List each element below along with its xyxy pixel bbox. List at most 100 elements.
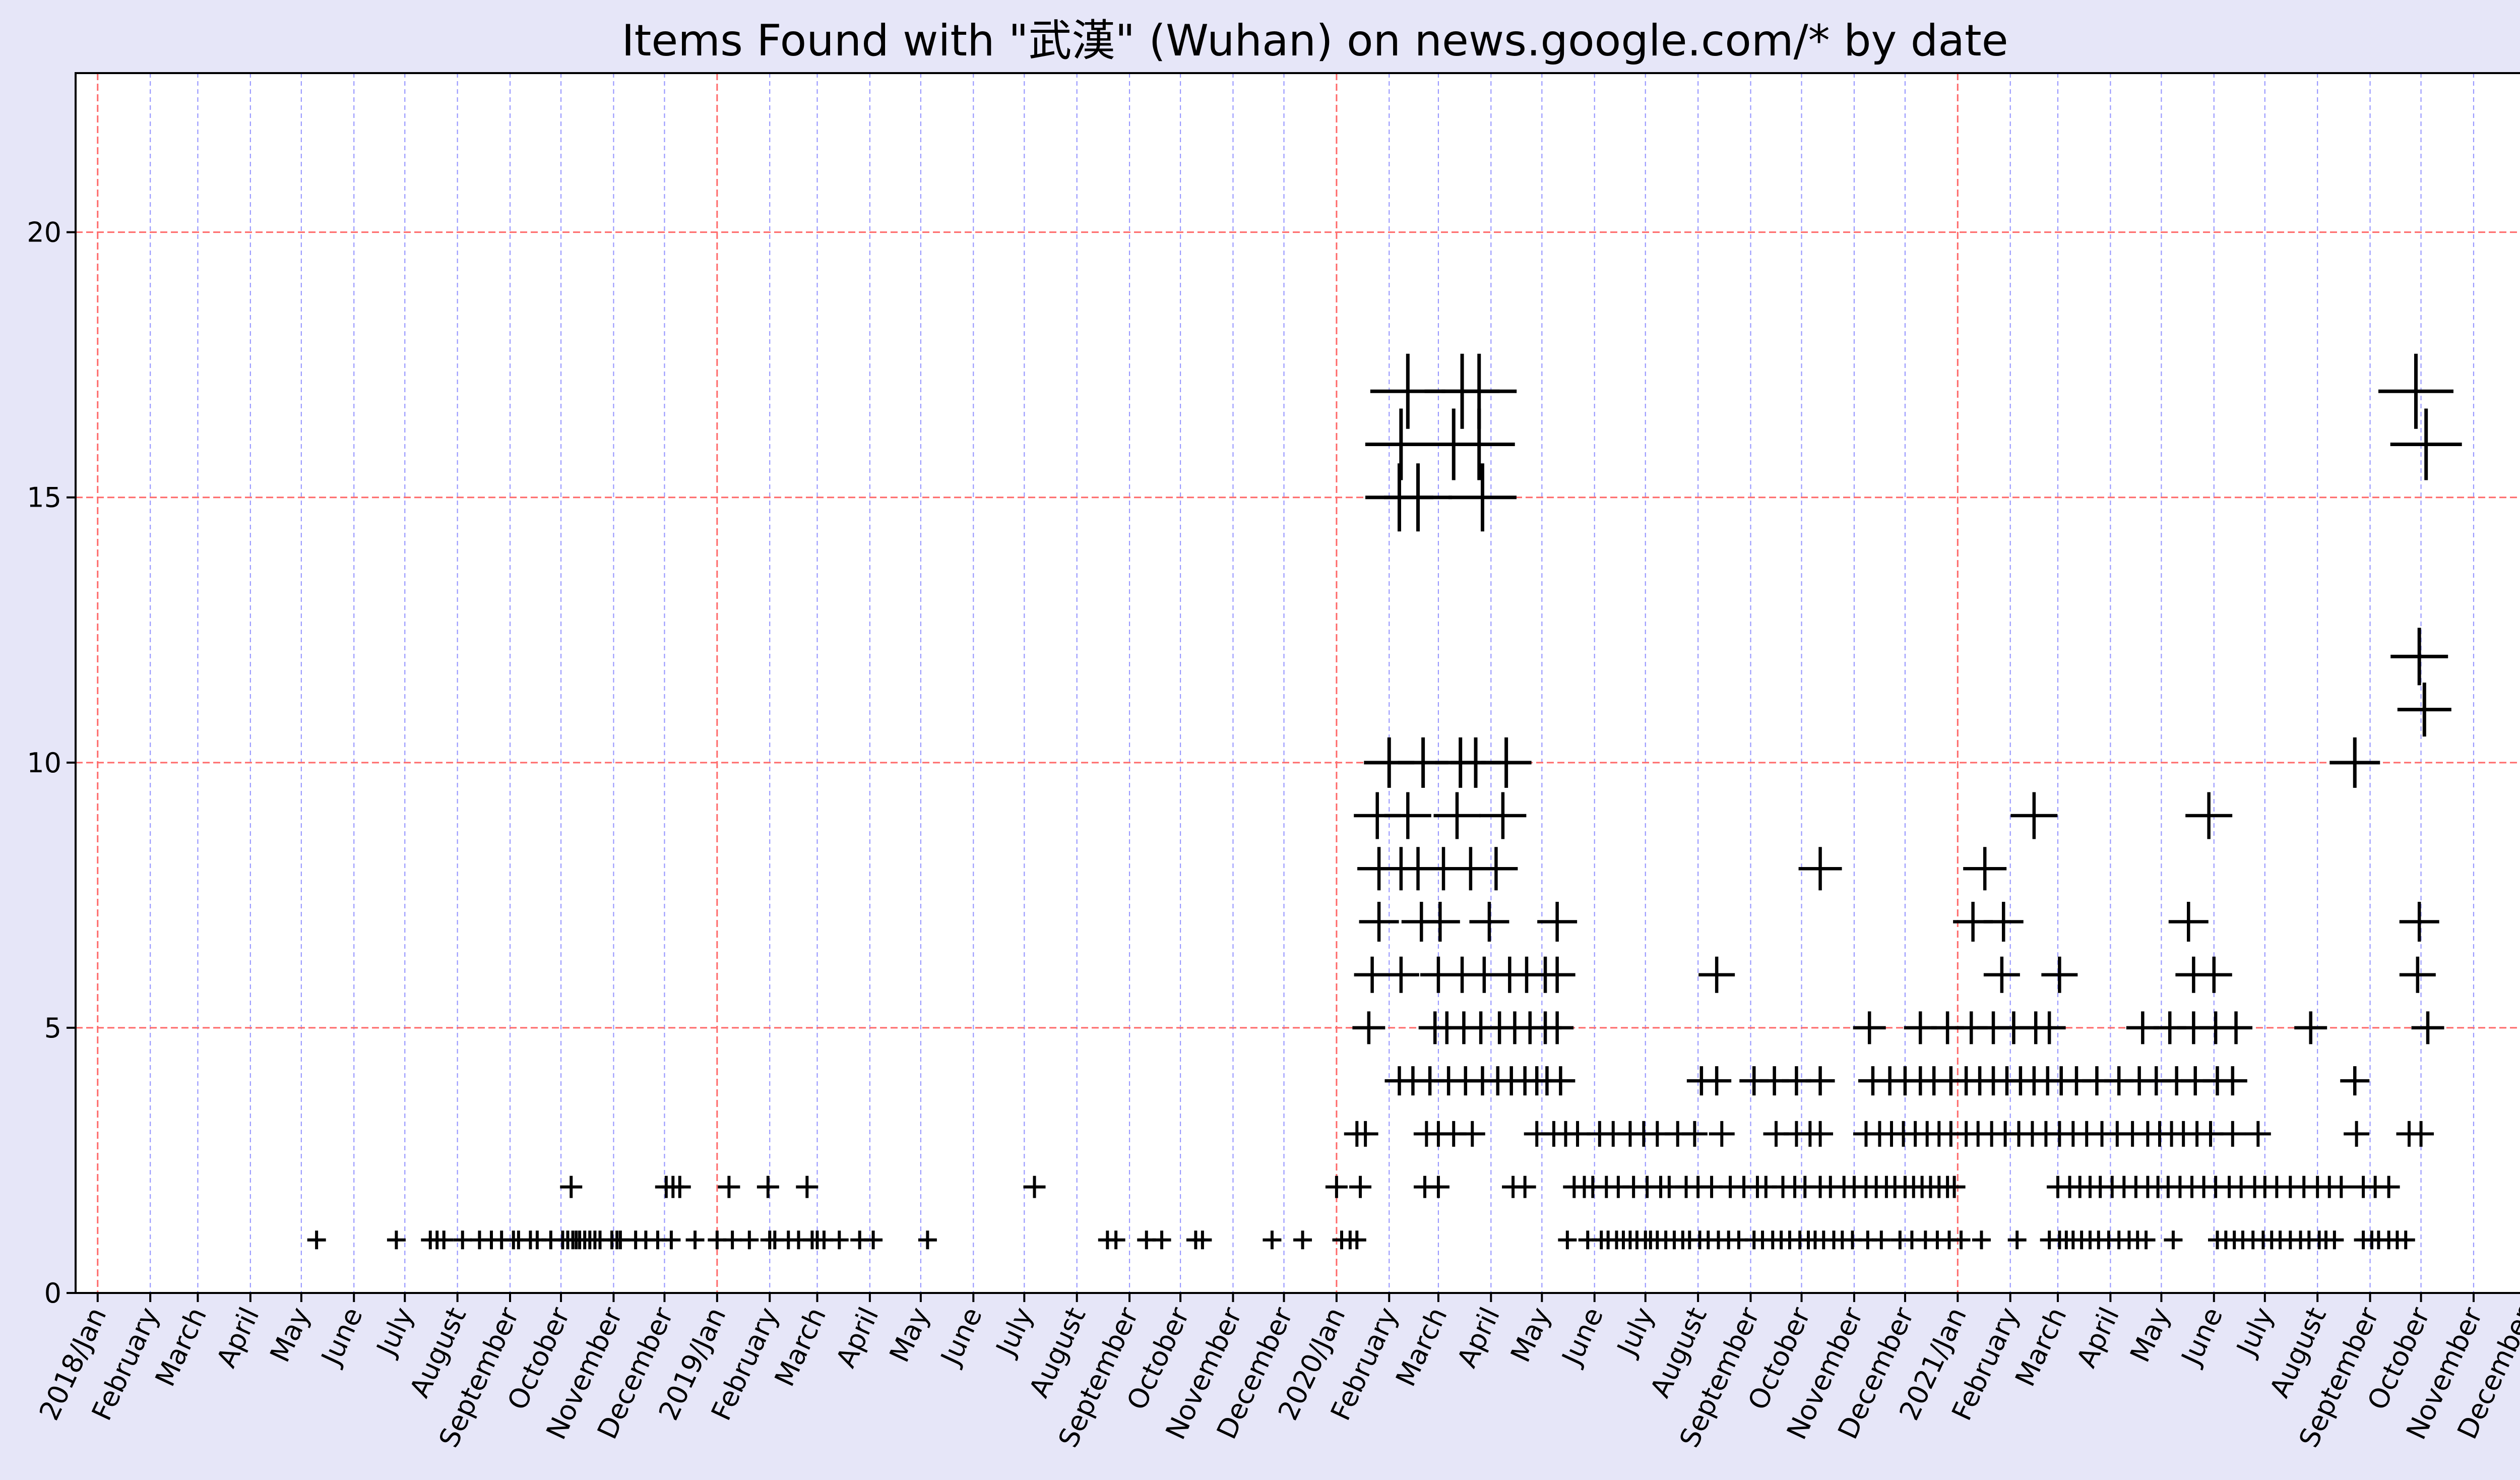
data-point bbox=[2330, 1176, 2353, 1198]
data-point bbox=[1427, 1176, 1450, 1198]
x-tick-label: April bbox=[830, 1303, 885, 1372]
x-tick-label: July bbox=[370, 1303, 420, 1362]
data-point bbox=[1106, 1230, 1125, 1250]
data-point bbox=[662, 1230, 681, 1250]
data-point bbox=[685, 1230, 705, 1250]
y-tick-label: 10 bbox=[27, 747, 61, 779]
data-point bbox=[1681, 1121, 1708, 1147]
data-point bbox=[387, 1230, 406, 1250]
x-tick-label: July bbox=[2230, 1303, 2280, 1362]
data-point bbox=[1263, 1230, 1282, 1250]
data-point bbox=[796, 1176, 818, 1198]
x-tick-label: April bbox=[1451, 1303, 1506, 1372]
data-point bbox=[1384, 792, 1431, 839]
data-points bbox=[307, 353, 2462, 1250]
data-point bbox=[1558, 1230, 1577, 1250]
x-tick-label: May bbox=[883, 1303, 935, 1367]
data-point bbox=[2399, 901, 2439, 942]
data-point bbox=[2294, 1011, 2327, 1044]
data-point bbox=[1441, 353, 1517, 429]
data-point bbox=[2378, 353, 2453, 429]
data-point bbox=[2325, 1230, 2344, 1250]
data-point bbox=[1382, 956, 1419, 993]
data-point bbox=[1474, 847, 1518, 891]
data-point bbox=[668, 1176, 691, 1198]
data-point bbox=[1983, 901, 2024, 942]
chart-title: Items Found with "武漢" (Wuhan) on news.go… bbox=[621, 16, 2008, 66]
x-tick-label: June bbox=[934, 1303, 988, 1371]
data-point bbox=[2041, 956, 2078, 993]
data-point bbox=[1023, 1176, 1046, 1198]
grid bbox=[76, 73, 2520, 1293]
data-point bbox=[864, 1230, 883, 1250]
data-point bbox=[1702, 1066, 1732, 1096]
plot-area bbox=[76, 73, 2520, 1293]
data-point bbox=[1448, 463, 1517, 532]
data-point bbox=[2396, 1230, 2415, 1250]
data-point bbox=[2245, 1121, 2271, 1147]
data-point bbox=[1805, 1066, 1835, 1096]
data-point bbox=[2220, 1121, 2246, 1147]
plot-frame bbox=[75, 72, 2520, 1294]
data-point bbox=[2218, 1066, 2247, 1096]
data-point bbox=[1325, 1176, 1348, 1198]
x-tick-label: May bbox=[2124, 1303, 2176, 1367]
data-point bbox=[1807, 1121, 1834, 1147]
data-point bbox=[2390, 628, 2448, 686]
data-point bbox=[1972, 1230, 1991, 1250]
data-point bbox=[2164, 1230, 2183, 1250]
data-point bbox=[1853, 1011, 1886, 1044]
data-point bbox=[1514, 1176, 1536, 1198]
x-tick-label: May bbox=[1504, 1303, 1557, 1367]
data-point bbox=[740, 1230, 759, 1250]
data-point bbox=[2344, 1121, 2370, 1147]
data-point bbox=[453, 1230, 472, 1250]
data-point bbox=[2010, 792, 2058, 839]
y-tick-label: 0 bbox=[44, 1277, 61, 1309]
x-tick-label: May bbox=[264, 1303, 316, 1367]
y-tick-label: 5 bbox=[44, 1012, 61, 1044]
data-point bbox=[1469, 901, 1509, 942]
data-point bbox=[1352, 1121, 1378, 1147]
data-point bbox=[1293, 1230, 1312, 1250]
data-point bbox=[830, 1230, 849, 1250]
data-point bbox=[1798, 847, 1842, 891]
data-point bbox=[1546, 1066, 1576, 1096]
data-point bbox=[1347, 1230, 1366, 1250]
data-point bbox=[1541, 1011, 1574, 1044]
data-point bbox=[1433, 792, 1481, 839]
data-point bbox=[2411, 1011, 2444, 1044]
data-point bbox=[1539, 956, 1576, 993]
data-point bbox=[718, 1176, 740, 1198]
x-tick-label: April bbox=[2070, 1303, 2125, 1372]
data-point bbox=[1479, 792, 1527, 839]
data-point bbox=[1872, 1230, 1891, 1250]
data-point bbox=[1963, 847, 2007, 891]
x-tick-label: June bbox=[1555, 1303, 1609, 1371]
y-tick-label: 20 bbox=[27, 217, 61, 249]
data-point bbox=[1481, 737, 1532, 788]
data-point bbox=[1420, 901, 1460, 942]
x-tick-label: July bbox=[1610, 1303, 1660, 1362]
data-point bbox=[307, 1230, 326, 1250]
x-tick-label: July bbox=[989, 1303, 1039, 1362]
data-point bbox=[1359, 901, 1399, 942]
data-point bbox=[918, 1230, 937, 1250]
data-point bbox=[1698, 956, 1735, 993]
data-point bbox=[2399, 956, 2436, 993]
data-point bbox=[1352, 1011, 1385, 1044]
data-point bbox=[2390, 408, 2462, 480]
data-point bbox=[2033, 1011, 2066, 1044]
data-point bbox=[2007, 1230, 2027, 1250]
data-point bbox=[2136, 1230, 2156, 1250]
data-point bbox=[2197, 1121, 2224, 1147]
data-point bbox=[2397, 683, 2451, 737]
data-point bbox=[2168, 901, 2209, 942]
data-point bbox=[1459, 1121, 1485, 1147]
data-point bbox=[1709, 1121, 1735, 1147]
data-point bbox=[1193, 1230, 1212, 1250]
data-point bbox=[2329, 737, 2380, 788]
data-point bbox=[1700, 1176, 1723, 1198]
